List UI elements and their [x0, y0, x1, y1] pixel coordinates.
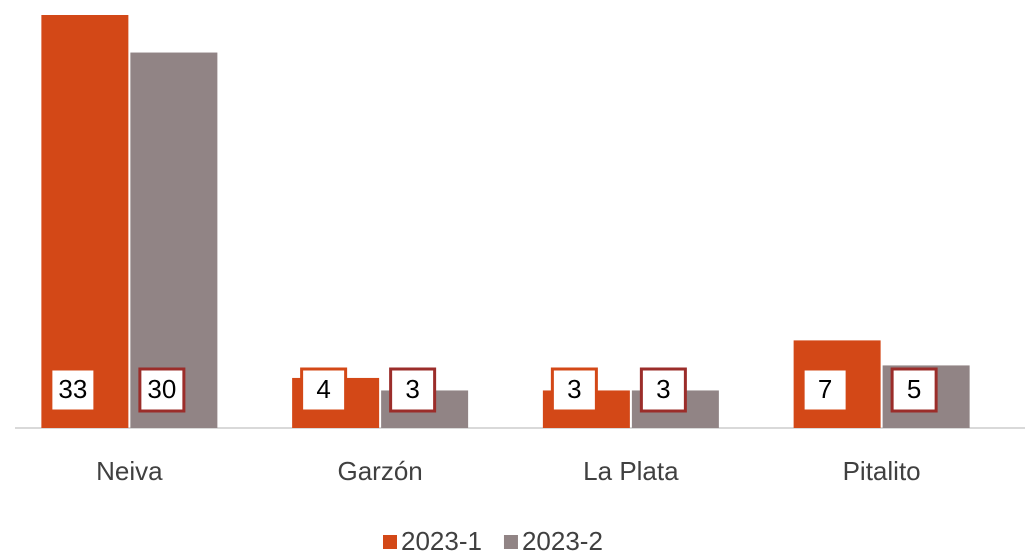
- data-label: 4: [316, 374, 330, 404]
- data-label: 30: [147, 374, 176, 404]
- x-tick-label: Neiva: [96, 456, 163, 486]
- legend-swatch: [503, 535, 518, 549]
- legend-swatch: [383, 535, 397, 549]
- data-label: 33: [58, 374, 87, 404]
- bar: [130, 52, 218, 428]
- data-label-box: [550, 367, 598, 413]
- data-label: 7: [818, 374, 832, 404]
- data-label: 3: [567, 374, 581, 404]
- data-label-box: [801, 367, 849, 413]
- data-label: 3: [656, 374, 670, 404]
- data-label-box: [389, 367, 437, 413]
- x-tick-label: La Plata: [583, 456, 679, 486]
- legend-label: 2023-2: [522, 526, 603, 552]
- x-tick-label: Garzón: [337, 456, 422, 486]
- data-label-box: [49, 367, 97, 413]
- data-label-box: [890, 367, 938, 413]
- legend-label: 2023-1: [401, 526, 482, 552]
- x-tick-label: Pitalito: [843, 456, 921, 486]
- bar: [41, 15, 129, 428]
- data-label: 3: [405, 374, 419, 404]
- data-label: 5: [907, 374, 921, 404]
- data-label-box: [138, 367, 186, 413]
- data-label-box: [300, 367, 348, 413]
- data-label-box: [639, 367, 687, 413]
